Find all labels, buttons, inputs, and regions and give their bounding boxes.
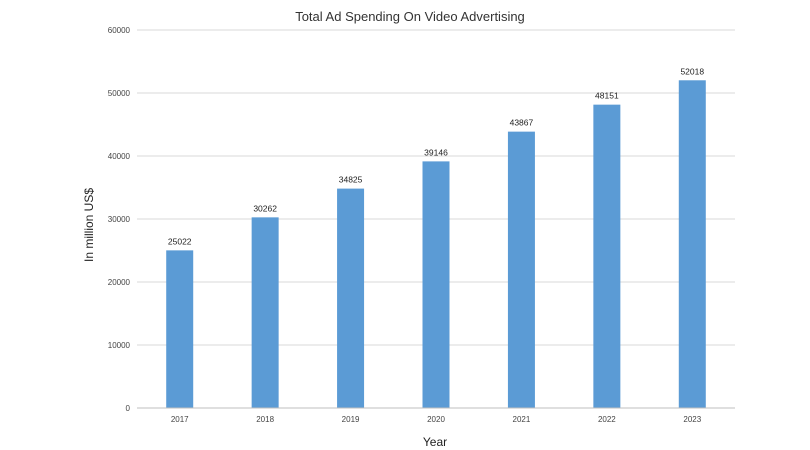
x-tick-label: 2017 (171, 415, 189, 424)
data-label: 52018 (680, 66, 704, 76)
x-tick-label: 2019 (342, 415, 360, 424)
x-axis-title: Year (423, 435, 447, 449)
x-tick-label: 2018 (256, 415, 274, 424)
bar (166, 250, 194, 408)
data-label: 39146 (424, 147, 448, 157)
x-tick-labels: 2017 2018 2019 2020 2021 2022 2023 (171, 415, 702, 424)
y-tick-label: 20000 (108, 278, 131, 287)
bars (166, 80, 706, 409)
y-tick-label: 50000 (108, 89, 131, 98)
x-tick-label: 2020 (427, 415, 445, 424)
y-axis-title: In million US$ (82, 188, 96, 262)
data-label: 34825 (339, 175, 363, 185)
chart-title: Total Ad Spending On Video Advertising (295, 9, 525, 24)
bar (251, 217, 279, 408)
y-tick-label: 30000 (108, 215, 131, 224)
y-tick-label: 60000 (108, 26, 131, 35)
x-tick-label: 2023 (683, 415, 701, 424)
data-label: 30262 (253, 203, 277, 213)
bar (593, 104, 621, 409)
x-tick-label: 2022 (598, 415, 616, 424)
bar (678, 80, 706, 409)
y-tick-label: 0 (126, 404, 131, 413)
data-labels: 25022 30262 34825 39146 43867 48151 52018 (168, 66, 704, 246)
y-tick-label: 40000 (108, 152, 131, 161)
data-label: 25022 (168, 236, 192, 246)
bar (507, 131, 535, 409)
data-label: 43867 (510, 118, 534, 128)
y-tick-labels: 0 10000 20000 30000 40000 50000 60000 (108, 26, 131, 413)
x-tick-label: 2021 (513, 415, 531, 424)
bar (337, 188, 365, 408)
y-tick-label: 10000 (108, 341, 131, 350)
data-label: 48151 (595, 91, 619, 101)
bar (422, 161, 450, 408)
